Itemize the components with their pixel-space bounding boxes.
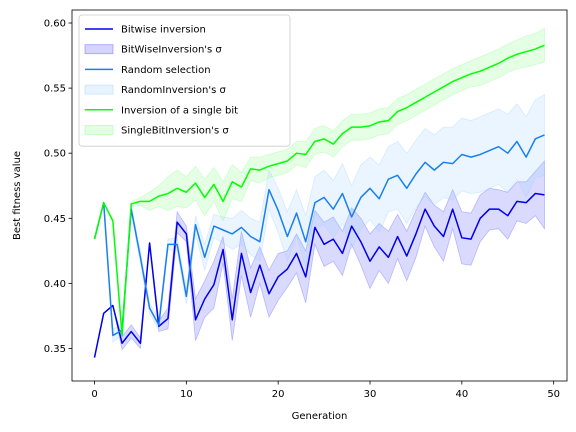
y-axis-ticks: 0.35 0.40 0.45 0.50 0.55 0.60 bbox=[44, 19, 72, 355]
singlebitinversion-s-legend-swatch bbox=[84, 125, 114, 135]
bitwiseinversion-s-legend-label: BitWiseInversion's σ bbox=[121, 45, 222, 56]
x-tick-label: 10 bbox=[180, 389, 193, 400]
x-tick-label: 0 bbox=[91, 389, 97, 400]
x-axis-ticks: 0 10 20 30 40 50 bbox=[91, 381, 560, 400]
bitwise-inversion-line bbox=[93, 192, 545, 358]
randominversion-s-band bbox=[94, 93, 545, 343]
y-tick-label: 0.35 bbox=[44, 344, 66, 355]
bitwiseinversion-s-legend-swatch bbox=[84, 44, 114, 55]
singlebitinversion-s-legend-label: SingleBitInversion's σ bbox=[121, 126, 229, 137]
inversion-of-a-single-bit-line bbox=[93, 44, 545, 337]
series-lines bbox=[93, 44, 545, 358]
y-tick-label: 0.55 bbox=[44, 84, 66, 95]
inversion-of-a-single-bit-legend-label: Inversion of a single bit bbox=[121, 105, 238, 116]
plot-frame bbox=[71, 9, 568, 382]
y-tick-label: 0.50 bbox=[44, 149, 66, 160]
x-tick-label: 20 bbox=[272, 389, 285, 400]
random-selection-legend-label: Random selection bbox=[121, 65, 211, 76]
y-axis-label: Best fitness value bbox=[12, 151, 23, 240]
x-tick-label: 30 bbox=[364, 389, 377, 400]
y-tick-label: 0.45 bbox=[44, 214, 66, 225]
x-axis-label: Generation bbox=[292, 411, 348, 422]
randominversion-s-legend-swatch bbox=[84, 84, 114, 95]
randominversion-s-legend-label: RandomInversion's σ bbox=[121, 85, 226, 96]
x-tick-label: 40 bbox=[455, 389, 468, 400]
y-tick-label: 0.60 bbox=[44, 19, 66, 30]
y-tick-label: 0.40 bbox=[44, 279, 66, 290]
bitwise-inversion-legend-label: Bitwise inversion bbox=[121, 25, 206, 36]
x-tick-label: 50 bbox=[547, 389, 560, 400]
singlebitinversion-s-band bbox=[94, 27, 545, 339]
legend-box bbox=[78, 14, 291, 147]
legend: Bitwise inversion BitWiseInversion's σ Ran… bbox=[78, 14, 291, 147]
random-selection-line bbox=[93, 134, 545, 337]
